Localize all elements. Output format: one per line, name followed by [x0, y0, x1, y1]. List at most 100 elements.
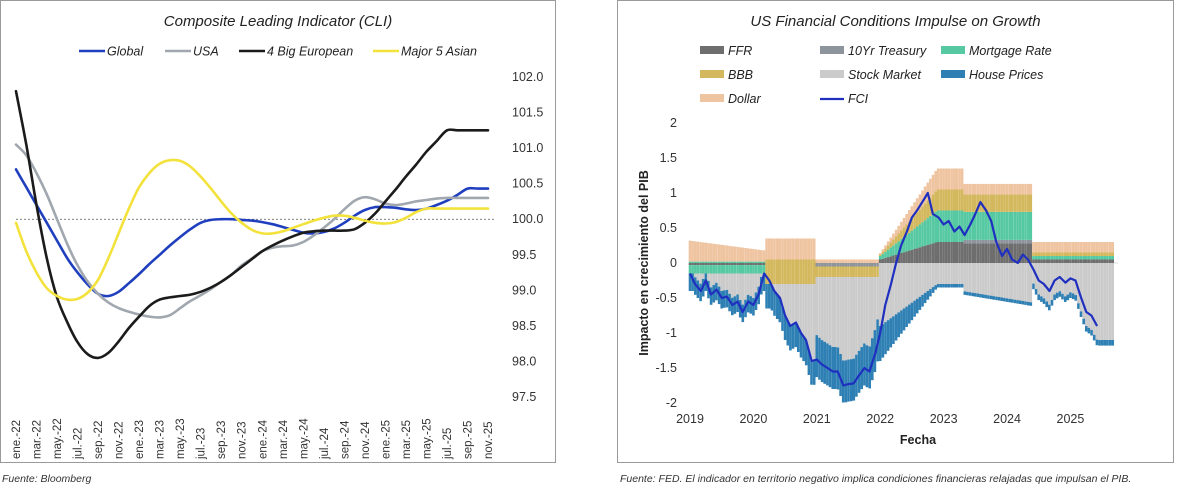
stacked-bar-segment — [860, 347, 863, 390]
stacked-bar-segment — [1108, 340, 1112, 346]
legend-swatch — [700, 94, 724, 102]
stacked-bar-segment — [1103, 340, 1107, 346]
stacked-bar-segment — [931, 174, 935, 195]
stacked-bar-segment — [910, 302, 914, 321]
stacked-bar-segment — [884, 263, 887, 323]
stacked-bar-segment — [731, 246, 734, 262]
stacked-bar-segment — [844, 259, 848, 263]
stacked-bar-segment — [921, 190, 924, 207]
stacked-bar-segment — [918, 224, 922, 248]
stacked-bar-segment — [738, 265, 742, 274]
y-tick-label: 0 — [670, 256, 677, 270]
stacked-bar-segment — [1045, 259, 1048, 263]
stacked-bar-segment — [1092, 256, 1096, 260]
x-tick-label: mar.-23 — [155, 420, 167, 459]
stacked-bar-segment — [913, 228, 916, 249]
stacked-bar-segment — [1106, 256, 1109, 260]
stacked-bar-segment — [1048, 259, 1051, 263]
stacked-bar-segment — [984, 183, 988, 195]
stacked-bar-segment — [910, 218, 914, 231]
stacked-bar-segment — [984, 239, 988, 244]
stacked-bar-segment — [1092, 252, 1096, 256]
stacked-bar-segment — [757, 261, 760, 263]
stacked-bar-segment — [979, 294, 982, 298]
stacked-bar-segment — [1069, 292, 1072, 298]
stacked-bar-segment — [1098, 256, 1101, 260]
stacked-bar-segment — [783, 259, 787, 263]
stacked-bar-segment — [1100, 259, 1104, 263]
stacked-bar-segment — [712, 261, 716, 263]
stacked-bar-segment — [1040, 242, 1043, 253]
stacked-bar-segment — [952, 168, 956, 190]
stacked-bar-segment — [915, 226, 919, 249]
stacked-bar-segment — [794, 238, 797, 260]
stacked-bar-segment — [807, 350, 811, 375]
stacked-bar-segment — [886, 320, 890, 351]
stacked-bar-segment — [1034, 259, 1038, 263]
cli-chart-panel: Composite Leading Indicator (CLI) 97.5 98… — [0, 0, 556, 463]
stacked-bar-segment — [802, 336, 805, 362]
stacked-bar-segment — [715, 261, 718, 263]
legend-label: 10Yr Treasury — [848, 44, 927, 58]
stacked-bar-segment — [939, 242, 943, 263]
stacked-bar-segment — [886, 249, 890, 258]
stacked-bar-segment — [738, 261, 742, 263]
stacked-bar-segment — [770, 263, 774, 284]
stacked-bar-segment — [791, 259, 795, 263]
stacked-bar-segment — [997, 211, 1001, 240]
stacked-bar-segment — [752, 273, 755, 298]
stacked-bar-segment — [1090, 256, 1093, 260]
x-tick-label: jul.-22 — [73, 428, 85, 460]
y-tick-label: 0.5 — [660, 221, 677, 235]
stacked-bar-segment — [876, 259, 879, 263]
stacked-bar-segment — [1021, 239, 1025, 244]
stacked-bar-segment — [736, 261, 739, 263]
stacked-bar-segment — [1029, 194, 1033, 212]
stacked-bar-segment — [828, 266, 832, 277]
stacked-bar-segment — [1040, 296, 1043, 302]
stacked-bar-segment — [1055, 242, 1059, 253]
stacked-bar-segment — [1090, 242, 1093, 253]
stacked-bar-segment — [760, 263, 763, 266]
stacked-bar-segment — [1071, 263, 1075, 294]
stacked-bar-segment — [1013, 194, 1017, 212]
stacked-bar-segment — [974, 211, 977, 240]
x-tick-label: jul.-25 — [442, 428, 454, 460]
stacked-bar-segment — [945, 189, 948, 211]
stacked-bar-segment — [894, 254, 898, 263]
stacked-bar-segment — [1048, 242, 1051, 253]
stacked-bar-segment — [876, 263, 879, 267]
stacked-bar-segment — [863, 263, 866, 267]
stacked-bar-segment — [960, 168, 964, 190]
legend-label: Mortgage Rate — [969, 44, 1052, 58]
stacked-bar-segment — [939, 189, 943, 211]
stacked-bar-segment — [818, 263, 821, 267]
stacked-bar-segment — [1098, 252, 1101, 256]
stacked-bar-segment — [1095, 339, 1099, 346]
stacked-bar-segment — [1050, 252, 1054, 256]
stacked-bar-segment — [989, 263, 993, 296]
y-tick-label: 101.0 — [512, 141, 543, 155]
stacked-bar-segment — [1003, 183, 1006, 195]
stacked-bar-segment — [1042, 259, 1046, 263]
stacked-bar-segment — [987, 211, 990, 240]
stacked-bar-segment — [820, 266, 824, 277]
stacked-bar-segment — [757, 265, 760, 274]
stacked-bar-segment — [865, 345, 869, 388]
stacked-bar-segment — [1016, 194, 1019, 212]
stacked-bar-segment — [694, 273, 697, 278]
legend-label: House Prices — [969, 68, 1043, 82]
stacked-bar-segment — [731, 297, 734, 316]
stacked-bar-segment — [873, 263, 877, 267]
x-tick-label: 2025 — [1057, 412, 1085, 426]
stacked-bar-segment — [839, 263, 842, 267]
stacked-bar-segment — [696, 273, 700, 281]
stacked-bar-segment — [1085, 256, 1088, 260]
stacked-bar-segment — [889, 318, 893, 348]
stacked-bar-segment — [915, 298, 919, 314]
stacked-bar-segment — [1029, 302, 1033, 306]
stacked-bar-segment — [1095, 263, 1099, 340]
stacked-bar-segment — [723, 261, 726, 263]
stacked-bar-segment — [958, 263, 961, 284]
stacked-bar-segment — [989, 243, 993, 263]
